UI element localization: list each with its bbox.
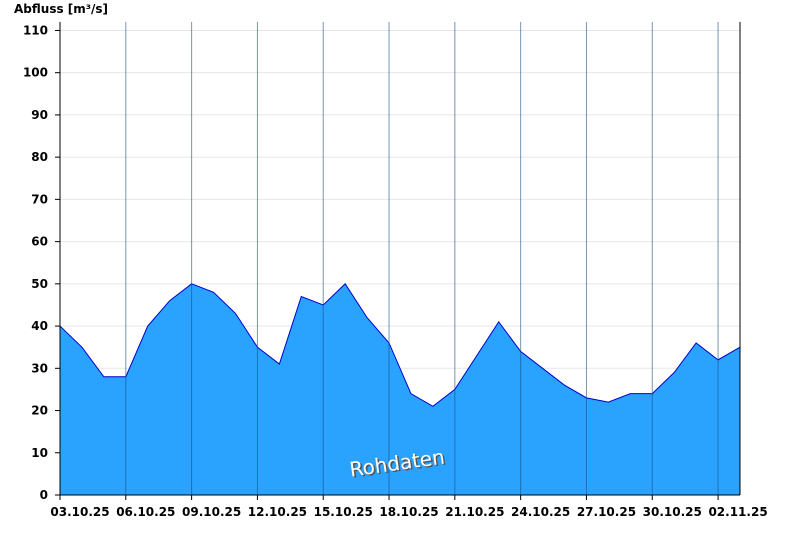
x-tick-label: 15.10.25 — [314, 505, 373, 519]
y-tick-label: 0 — [40, 488, 48, 502]
y-tick-label: 80 — [31, 150, 48, 164]
x-tick-label: 24.10.25 — [511, 505, 570, 519]
area — [60, 283, 740, 495]
x-tick-label: 21.10.25 — [445, 505, 504, 519]
y-tick-label: 60 — [31, 235, 48, 249]
y-tick-label: 30 — [31, 361, 48, 375]
x-tick-label: 12.10.25 — [248, 505, 307, 519]
y-tick-label: 50 — [31, 277, 48, 291]
x-tick-label: 30.10.25 — [643, 505, 702, 519]
y-axis-label: Abfluss [m³/s] — [14, 2, 108, 16]
x-tick-label: 09.10.25 — [182, 505, 241, 519]
y-tick-label: 100 — [23, 66, 48, 80]
y-tick-label: 90 — [31, 108, 48, 122]
x-tick-label: 03.10.25 — [50, 505, 109, 519]
y-tick-label: 70 — [31, 192, 48, 206]
y-tick-label: 40 — [31, 319, 48, 333]
x-tick-label: 06.10.25 — [116, 505, 175, 519]
line — [59, 283, 741, 407]
x-tick-label: 02.11.25 — [708, 505, 767, 519]
x-tick-label: 18.10.25 — [379, 505, 438, 519]
x-tick-label: 27.10.25 — [577, 505, 636, 519]
y-tick-label: 20 — [31, 404, 48, 418]
y-tick-label: 110 — [23, 23, 48, 37]
y-tick-label: 10 — [31, 446, 48, 460]
